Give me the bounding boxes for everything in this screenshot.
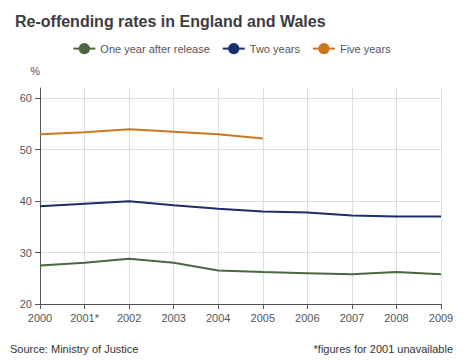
svg-text:Re-offending rates in England: Re-offending rates in England and Wales	[15, 13, 326, 30]
svg-text:60: 60	[20, 92, 32, 104]
svg-text:One year after release: One year after release	[100, 43, 209, 55]
svg-text:%: %	[30, 65, 40, 77]
svg-text:2007: 2007	[340, 312, 364, 324]
svg-text:Two years: Two years	[250, 43, 301, 55]
svg-text:20: 20	[20, 298, 32, 310]
svg-text:*figures for 2001 unavailable: *figures for 2001 unavailable	[314, 343, 453, 355]
svg-text:Source: Ministry of Justice: Source: Ministry of Justice	[10, 343, 138, 355]
svg-text:2008: 2008	[384, 312, 408, 324]
svg-text:40: 40	[20, 195, 32, 207]
svg-text:2005: 2005	[251, 312, 275, 324]
svg-text:30: 30	[20, 247, 32, 259]
svg-text:2001*: 2001*	[70, 312, 99, 324]
svg-text:2000: 2000	[28, 312, 52, 324]
svg-text:2006: 2006	[295, 312, 319, 324]
svg-text:2004: 2004	[206, 312, 230, 324]
svg-text:50: 50	[20, 144, 32, 156]
svg-text:2003: 2003	[161, 312, 185, 324]
svg-text:2002: 2002	[117, 312, 141, 324]
svg-text:2009: 2009	[429, 312, 453, 324]
svg-text:Five years: Five years	[340, 43, 391, 55]
